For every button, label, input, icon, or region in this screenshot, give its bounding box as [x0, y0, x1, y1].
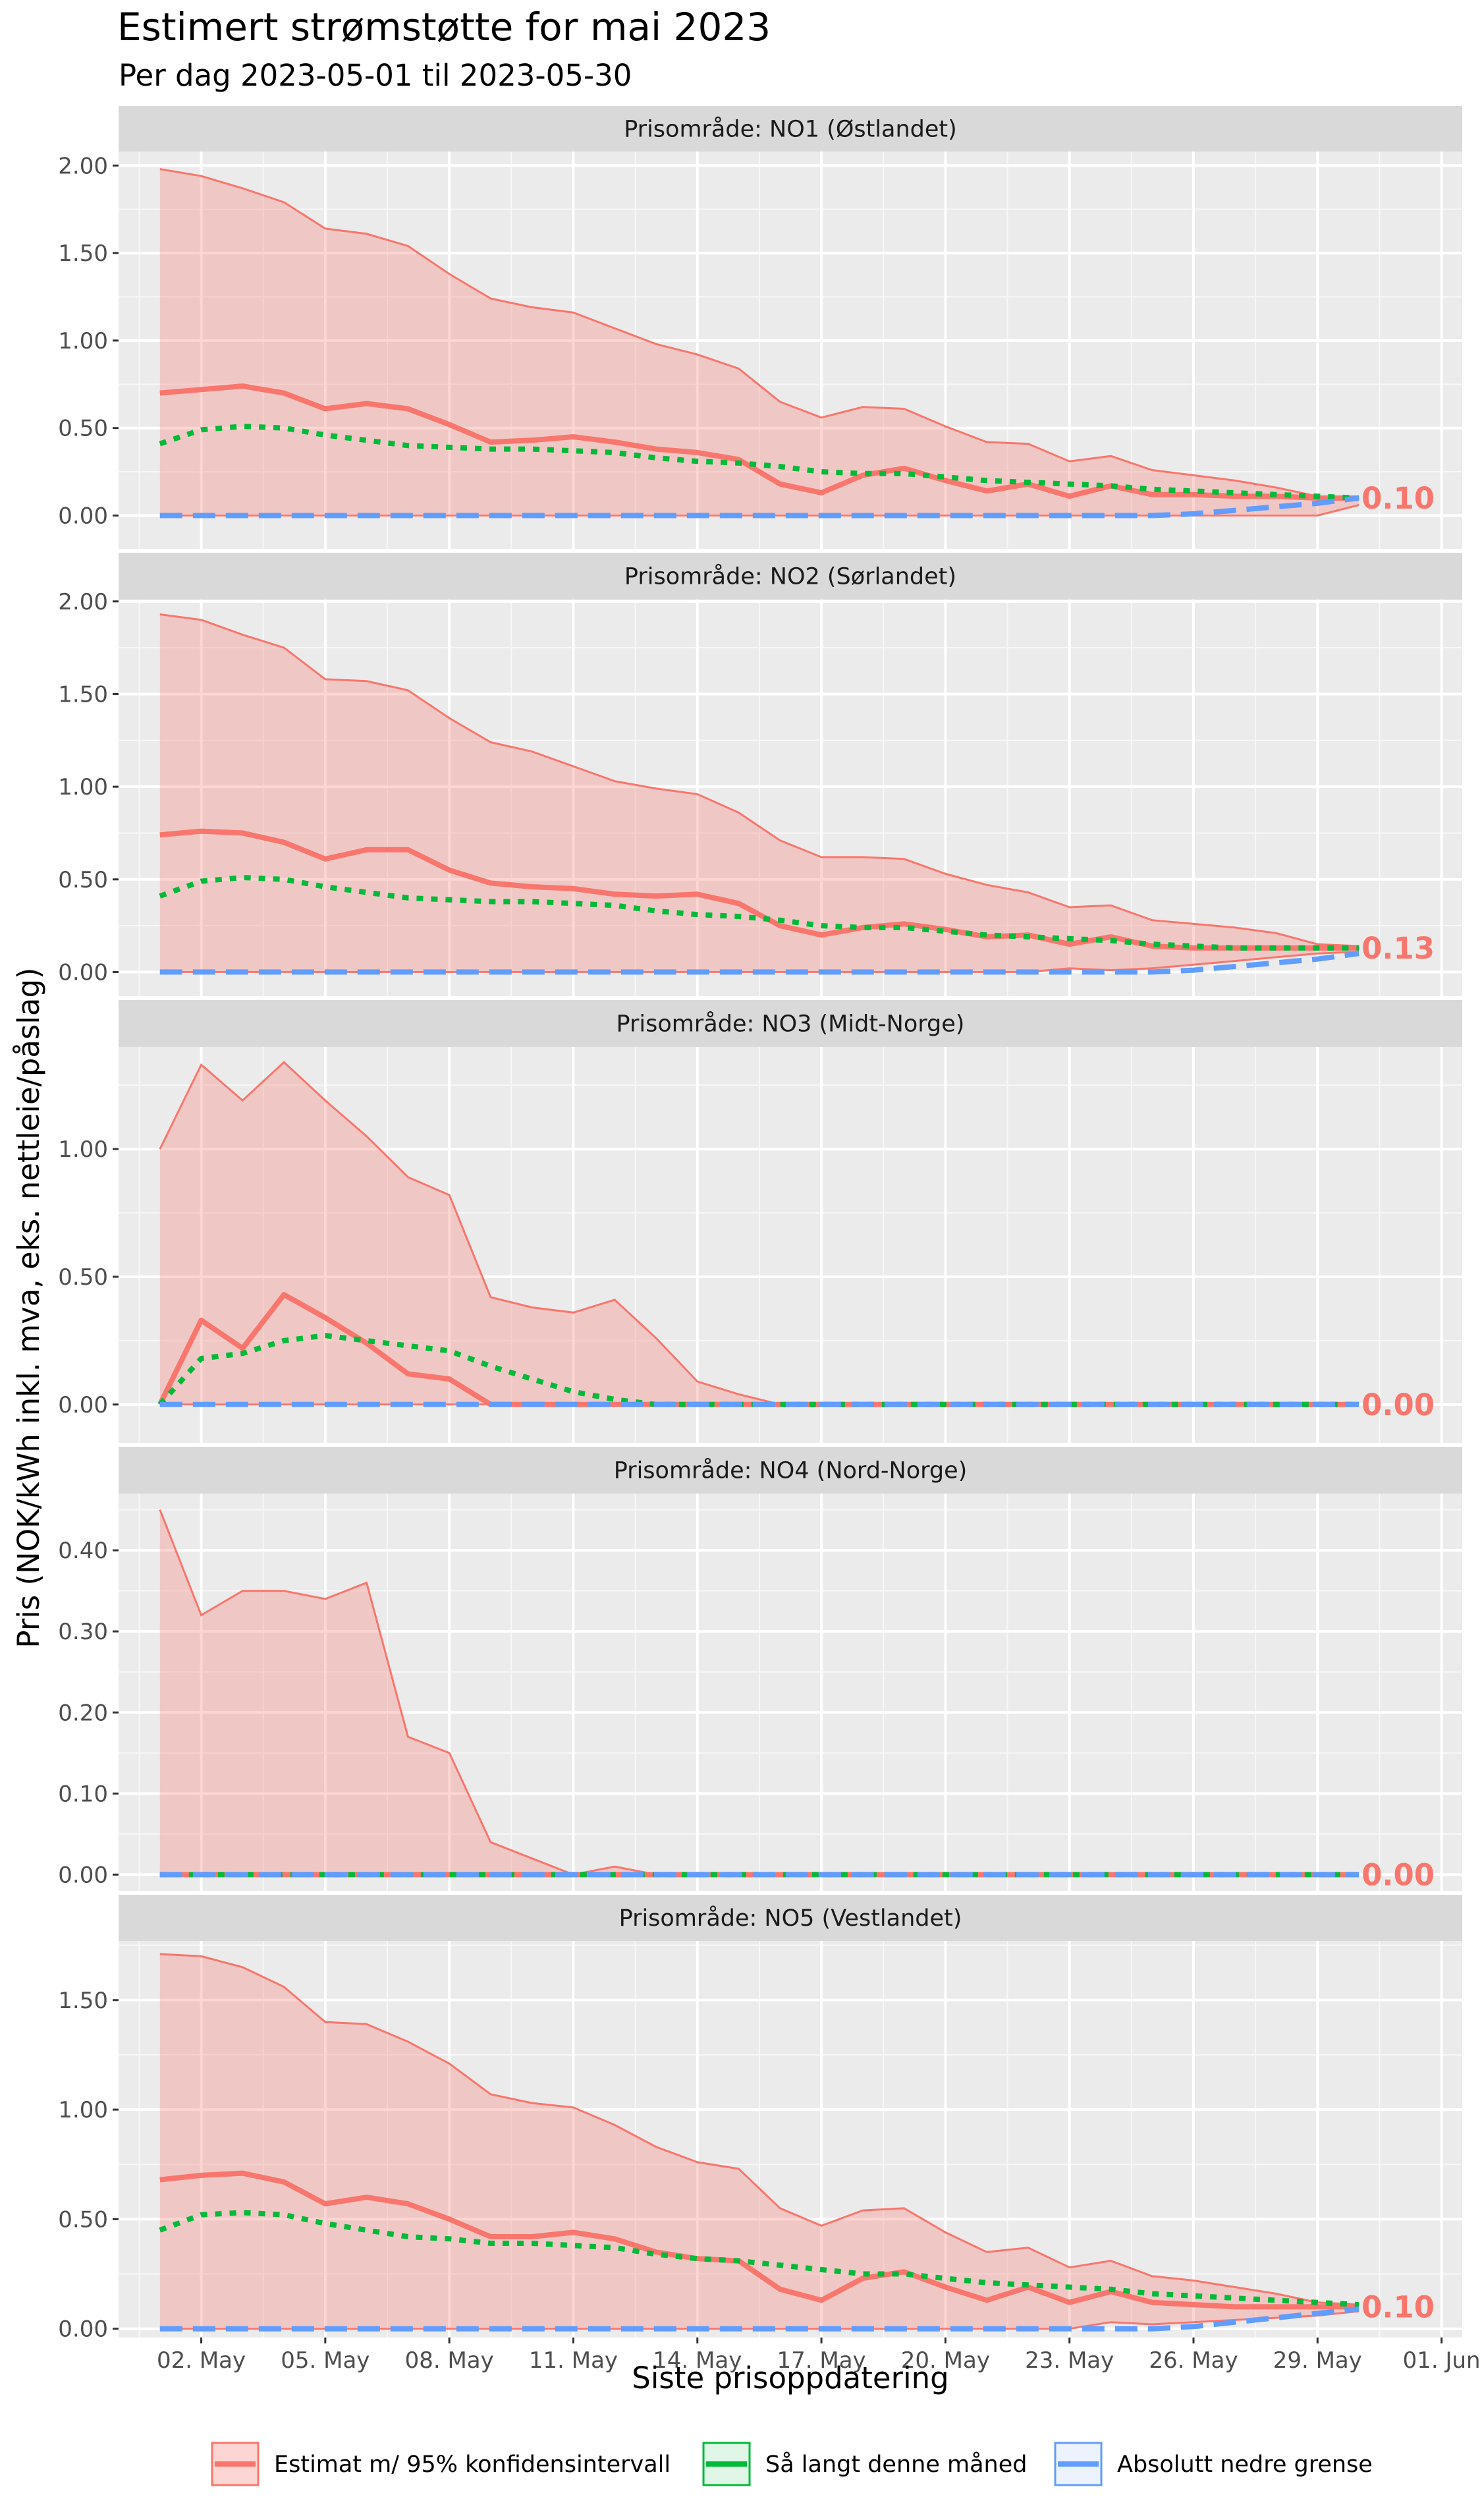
confidence-ribbon: [159, 1062, 1359, 1405]
facet-strip-label: Prisområde: NO2 (Sørlandet): [624, 563, 956, 590]
y-tick-label: 0.00: [58, 2316, 108, 2343]
y-tick-label: 0.50: [58, 867, 108, 893]
y-tick-label: 1.00: [58, 1136, 108, 1163]
x-tick-label: 14. May: [653, 2347, 742, 2374]
estimate-line: [159, 383, 1359, 501]
ribbon-upper-edge: [159, 168, 1359, 499]
panel-background: [119, 1941, 1462, 2338]
facet-panel-2: Prisområde: NO2 (Sørlandet) 0.00 0.50 1.00 1…: [58, 553, 1462, 996]
x-axis: 02. May 05. May 08. May 11. May 14. May 17. M…: [157, 2338, 1481, 2374]
legend-label: Så langt denne måned: [765, 2451, 1027, 2478]
ribbon-upper-edge: [159, 1953, 1359, 2306]
y-tick-label: 0.30: [58, 1619, 108, 1645]
y-tick-label: 1.50: [58, 1988, 108, 2014]
y-tick-label: 0.00: [58, 1392, 108, 1418]
y-tick-label: 0.00: [58, 959, 108, 986]
x-tick-label: 20. May: [901, 2347, 990, 2374]
facet-strip: [119, 553, 1462, 600]
facet-strip: [119, 1895, 1462, 1941]
y-tick-label: 0.40: [58, 1538, 108, 1564]
facet-panels: Prisområde: NO1 (Østlandet) 0.00 0.50 1.00 1…: [58, 106, 1462, 2343]
y-tick-label: 0.20: [58, 1700, 108, 1726]
chart-title: Estimert strømstøtte for mai 2023: [117, 5, 771, 49]
y-tick-label: 2.00: [58, 589, 108, 615]
end-value-label: 0.00: [1361, 1387, 1435, 1422]
y-tick-label: 0.50: [58, 416, 108, 442]
confidence-ribbon: [159, 614, 1359, 972]
facet-strip-label: Prisområde: NO4 (Nord-Norge): [614, 1457, 968, 1484]
y-axis-title: Pris (NOK/kWh inkl. mva, eks. nettleie/p…: [11, 967, 46, 1648]
end-value-label: 0.13: [1361, 931, 1435, 966]
end-value-label: 0.10: [1361, 2289, 1435, 2324]
y-tick-label: 1.00: [58, 774, 108, 800]
x-tick-label: 05. May: [281, 2347, 370, 2374]
y-tick-label: 1.50: [58, 240, 108, 267]
lower-bound-line: [159, 495, 1359, 518]
facet-panel-1: Prisområde: NO1 (Østlandet) 0.00 0.50 1.00 1…: [58, 106, 1462, 549]
y-tick-label: 0.10: [58, 1781, 108, 1807]
legend-label: Absolutt nedre grense: [1117, 2451, 1373, 2478]
confidence-ribbon: [159, 1954, 1359, 2329]
panel-background: [119, 1494, 1462, 1891]
facet-strip-label: Prisområde: NO5 (Vestlandet): [619, 1905, 962, 1932]
y-tick-label: 0.50: [58, 2206, 108, 2233]
y-tick-label: 1.50: [58, 681, 108, 708]
x-tick-label: 29. May: [1273, 2347, 1362, 2374]
legend-label: Estimat m/ 95% konfidensintervall: [274, 2451, 671, 2478]
legend-item-1: Estimat m/ 95% konfidensintervall: [211, 2442, 671, 2486]
so-far-line: [159, 424, 1359, 501]
facet-strip-label: Prisområde: NO3 (Midt-Norge): [617, 1011, 965, 1038]
chart-subtitle: Per dag 2023-05-01 til 2023-05-30: [119, 58, 632, 93]
facet-panel-5: Prisområde: NO5 (Vestlandet) 0.00 0.50 1.00…: [58, 1895, 1462, 2343]
x-tick-label: 01. Jun: [1403, 2347, 1481, 2374]
facet-strip: [119, 1447, 1462, 1494]
lower-bound-line: [159, 2306, 1359, 2332]
end-value-label: 0.10: [1361, 481, 1435, 516]
x-tick-label: 08. May: [405, 2347, 494, 2374]
y-tick-label: 0.00: [58, 503, 108, 530]
so-far-line: [159, 2210, 1359, 2308]
y-tick-label: 1.00: [58, 2097, 108, 2123]
x-tick-label: 26. May: [1149, 2347, 1238, 2374]
y-tick-label: 2.00: [58, 153, 108, 179]
y-tick-label: 0.50: [58, 1264, 108, 1291]
end-value-label: 0.00: [1361, 1857, 1435, 1892]
estimate-line: [159, 2170, 1359, 2310]
facet-strip-label: Prisområde: NO1 (Østlandet): [624, 116, 957, 143]
x-axis-title: Siste prisoppdatering: [632, 2361, 948, 2395]
x-tick-label: 17. May: [777, 2347, 865, 2374]
y-tick-label: 1.00: [58, 328, 108, 354]
facet-strip: [119, 1000, 1462, 1047]
so-far-line: [159, 874, 1359, 951]
panel-background: [119, 152, 1462, 549]
legend: Estimat m/ 95% konfidensintervall Så lang…: [211, 2442, 1373, 2486]
ribbon-upper-edge: [159, 613, 1359, 947]
legend-item-2: Så langt denne måned: [702, 2442, 1027, 2486]
panel-background: [119, 1047, 1462, 1443]
lower-bound-line: [159, 951, 1359, 975]
facet-panel-3: Prisområde: NO3 (Midt-Norge) 0.00 0.50 1.00…: [58, 1000, 1462, 1443]
x-tick-label: 11. May: [529, 2347, 618, 2374]
facet-panel-4: Prisområde: NO4 (Nord-Norge) 0.00 0.10 0.20…: [58, 1447, 1462, 1892]
facet-strip: [119, 106, 1462, 152]
legend-item-3: Absolutt nedre grense: [1054, 2442, 1373, 2486]
y-tick-label: 0.00: [58, 1862, 108, 1888]
confidence-ribbon: [159, 1509, 1359, 1875]
x-tick-label: 23. May: [1025, 2347, 1114, 2374]
x-tick-label: 02. May: [157, 2347, 246, 2374]
